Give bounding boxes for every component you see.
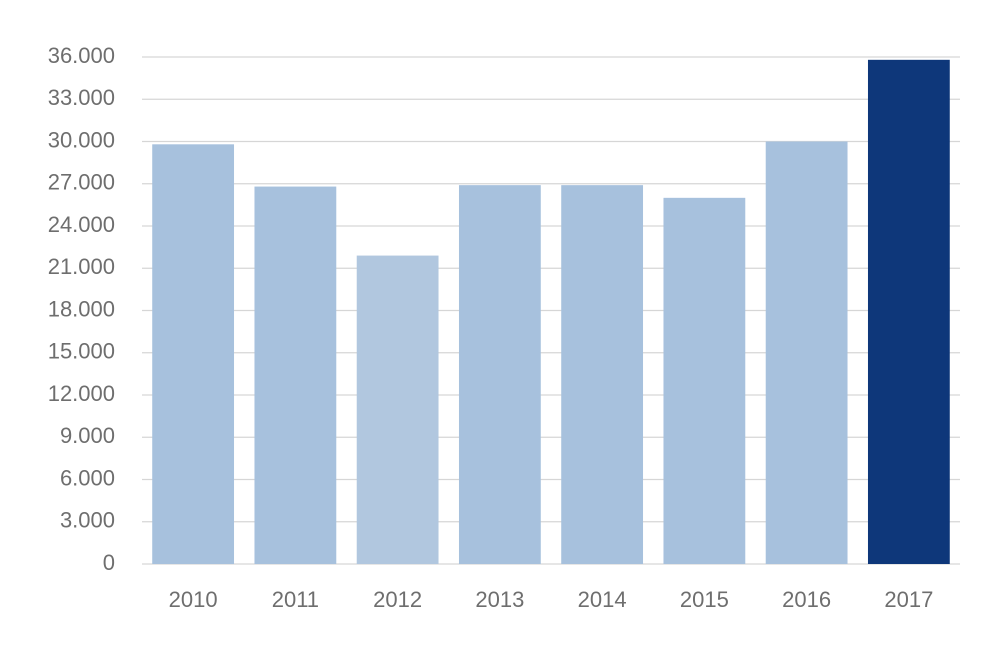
y-tick-label: 21.000 xyxy=(48,254,115,279)
bar xyxy=(765,141,848,564)
y-tick-label: 3.000 xyxy=(60,508,115,533)
x-tick-label: 2012 xyxy=(373,587,422,612)
x-tick-label: 2015 xyxy=(680,587,729,612)
bar xyxy=(867,59,950,565)
bar xyxy=(152,144,235,565)
bar xyxy=(356,255,439,564)
bar xyxy=(254,186,337,565)
y-tick-label: 12.000 xyxy=(48,381,115,406)
y-tick-label: 15.000 xyxy=(48,339,115,364)
y-tick-label: 24.000 xyxy=(48,212,115,237)
bar xyxy=(561,185,644,565)
y-tick-label: 18.000 xyxy=(48,296,115,321)
x-tick-label: 2011 xyxy=(272,587,319,612)
y-tick-label: 0 xyxy=(103,550,115,575)
bar xyxy=(458,185,541,565)
x-tick-label: 2017 xyxy=(884,587,933,612)
x-tick-label: 2010 xyxy=(169,587,218,612)
y-tick-label: 36.000 xyxy=(48,43,115,68)
y-tick-label: 6.000 xyxy=(60,465,115,490)
y-tick-label: 30.000 xyxy=(48,127,115,152)
x-tick-label: 2016 xyxy=(782,587,831,612)
bar xyxy=(663,197,746,565)
y-tick-label: 27.000 xyxy=(48,170,115,195)
y-tick-label: 33.000 xyxy=(48,85,115,110)
y-tick-label: 9.000 xyxy=(60,423,115,448)
x-tick-label: 2013 xyxy=(475,587,524,612)
x-tick-label: 2014 xyxy=(578,587,627,612)
